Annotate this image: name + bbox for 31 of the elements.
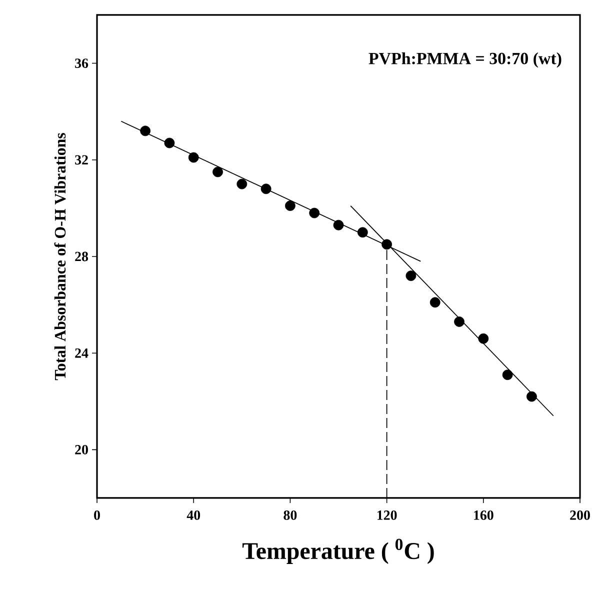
point [188,152,199,163]
point [285,200,296,211]
point [526,391,537,402]
x-tick-label: 160 [474,510,494,520]
point [236,178,248,190]
point [382,239,392,250]
point [333,220,344,230]
x-tick-label: 200 [570,510,590,520]
x-tick-label: 0 [94,510,100,520]
point [357,227,368,238]
point [430,297,440,308]
point [212,166,223,178]
point [164,138,175,148]
x-axis-title: Temperature ( $^{0}$C ) [242,538,434,564]
point [140,126,151,136]
y-axis-title: Total Absorbance of O-H Vibrations [54,133,66,380]
x-tick-label: 40 [186,510,200,520]
x-tick-label: 80 [284,510,297,520]
y-tick-label: 20 [75,444,88,454]
point [502,370,513,380]
y-tick-label: 36 [75,58,88,68]
point [260,184,272,194]
point [406,270,416,282]
annotation: PVPh:PMMA = 30:70 (wt) [368,52,562,68]
y-tick-label: 24 [75,348,88,358]
y-tick-label: 32 [75,155,88,165]
x-tick-label: 120 [377,510,397,520]
y-tick-label: 28 [75,252,88,262]
point [478,333,489,344]
point [309,208,320,218]
point [454,316,464,327]
